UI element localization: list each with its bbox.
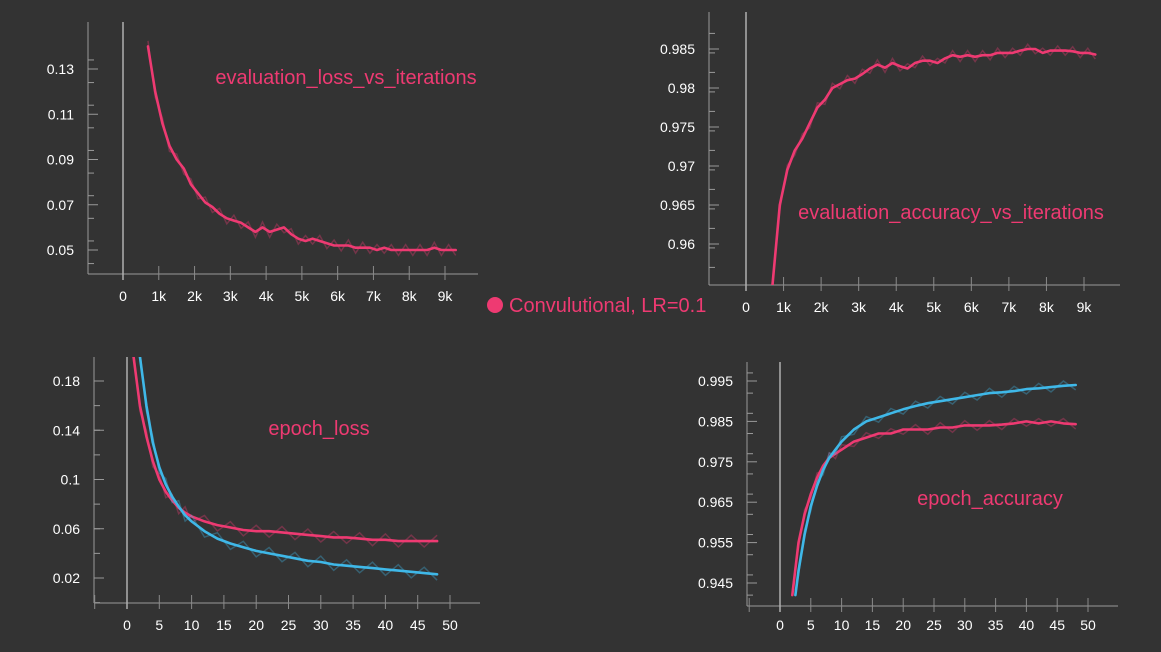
series-raw-trace-1 bbox=[771, 43, 1096, 283]
y-tick-label: 0.05 bbox=[47, 242, 74, 258]
series-raw-trace-2 bbox=[794, 380, 1077, 591]
y-tick-label: 0.02 bbox=[53, 570, 80, 586]
series-line-2[interactable] bbox=[794, 383, 1077, 597]
y-tick-label: 0.985 bbox=[660, 41, 695, 57]
series-line-1[interactable] bbox=[771, 47, 1097, 287]
x-tick-label: 15 bbox=[865, 617, 881, 633]
y-tick-label: 0.96 bbox=[668, 236, 695, 252]
y-tick-label: 0.945 bbox=[698, 575, 733, 591]
y-tick-label: 0.985 bbox=[698, 413, 733, 429]
x-tick-label: 0 bbox=[776, 617, 784, 633]
x-tick-label: 15 bbox=[216, 617, 232, 633]
x-tick-label: 2k bbox=[814, 299, 830, 315]
x-tick-label: 20 bbox=[248, 617, 264, 633]
y-tick-label: 0.965 bbox=[698, 494, 733, 510]
x-tick-label: 0 bbox=[123, 617, 131, 633]
x-tick-label: 50 bbox=[442, 617, 458, 633]
legend-label: Convulutional, LR=0.1 bbox=[509, 295, 706, 317]
chart-title: evaluation_accuracy_vs_iterations bbox=[798, 202, 1104, 224]
y-tick-label: 0.11 bbox=[48, 106, 74, 122]
x-tick-label: 5k bbox=[294, 288, 310, 304]
chart-panel-3: 0.02 0.06 0.1 0.14 0.18 0 5 10 15 20 25 30 35 40 45 50 e… bbox=[53, 356, 480, 633]
y-tick-label: 0.965 bbox=[660, 197, 695, 213]
y-tick-label: 0.14 bbox=[53, 422, 80, 438]
x-tick-label: 25 bbox=[281, 617, 297, 633]
series-line-1[interactable] bbox=[790, 420, 1077, 597]
y-tick-label: 0.13 bbox=[47, 61, 74, 77]
x-tick-label: 25 bbox=[926, 617, 942, 633]
x-tick-label: 10 bbox=[184, 617, 200, 633]
x-tick-label: 3k bbox=[223, 288, 239, 304]
series-line-1[interactable] bbox=[132, 356, 439, 543]
x-tick-label: 45 bbox=[410, 617, 426, 633]
x-tick-label: 45 bbox=[1049, 617, 1065, 633]
x-tick-label: 0 bbox=[119, 288, 127, 304]
y-tick-label: 0.07 bbox=[47, 197, 74, 213]
x-tick-label: 7k bbox=[366, 288, 382, 304]
x-tick-label: 20 bbox=[895, 617, 911, 633]
x-tick-label: 4k bbox=[259, 288, 275, 304]
x-tick-label: 30 bbox=[957, 617, 973, 633]
series-line-1[interactable] bbox=[146, 45, 458, 252]
x-tick-label: 5 bbox=[155, 617, 163, 633]
legend-marker-icon bbox=[487, 297, 503, 313]
x-tick-label: 0 bbox=[742, 299, 750, 315]
x-tick-label: 1k bbox=[776, 299, 792, 315]
y-tick-label: 0.995 bbox=[698, 373, 733, 389]
y-tick-label: 0.06 bbox=[53, 521, 80, 537]
series-raw-trace-2 bbox=[139, 357, 438, 581]
y-tick-label: 0.98 bbox=[668, 80, 695, 96]
chart-title: epoch_loss bbox=[268, 418, 369, 440]
y-tick-label: 0.97 bbox=[668, 158, 695, 174]
x-tick-label: 5 bbox=[807, 617, 815, 633]
x-tick-label: 40 bbox=[1019, 617, 1035, 633]
y-tick-label: 0.955 bbox=[698, 535, 733, 551]
y-tick-label: 0.09 bbox=[47, 152, 74, 168]
y-tick-label: 0.18 bbox=[53, 373, 80, 389]
x-tick-label: 50 bbox=[1080, 617, 1096, 633]
x-tick-label: 2k bbox=[187, 288, 203, 304]
chart-panel-2: 0.96 0.965 0.97 0.975 0.98 0.985 0 1k 2k 3k 4k 5k 6k… bbox=[660, 12, 1120, 315]
x-tick-label: 3k bbox=[851, 299, 867, 315]
x-tick-label: 35 bbox=[988, 617, 1004, 633]
x-tick-label: 1k bbox=[151, 288, 167, 304]
x-tick-label: 9k bbox=[1077, 299, 1093, 315]
series-raw-trace-1 bbox=[133, 357, 438, 549]
legend[interactable]: Convulutional, LR=0.1 bbox=[487, 295, 706, 317]
x-tick-label: 9k bbox=[438, 288, 454, 304]
x-tick-label: 40 bbox=[378, 617, 394, 633]
x-tick-label: 7k bbox=[1001, 299, 1017, 315]
x-tick-label: 5k bbox=[926, 299, 942, 315]
x-tick-label: 6k bbox=[964, 299, 980, 315]
x-tick-label: 8k bbox=[402, 288, 418, 304]
x-tick-label: 6k bbox=[330, 288, 346, 304]
y-tick-label: 0.975 bbox=[698, 454, 733, 470]
x-tick-label: 4k bbox=[889, 299, 905, 315]
chart-title: epoch_accuracy bbox=[917, 488, 1063, 510]
chart-panel-4: 0.945 0.955 0.965 0.975 0.985 0.995 0 5 10 15 20 25… bbox=[698, 362, 1118, 633]
x-tick-label: 30 bbox=[313, 617, 329, 633]
chart-panel-1: 0.05 0.07 0.09 0.11 0.13 0 1k 2k 3k 4k 5k 6k 7k 8k 9k e… bbox=[47, 22, 478, 304]
y-tick-label: 0.975 bbox=[660, 119, 695, 135]
series-line-2[interactable] bbox=[138, 356, 439, 576]
chart-title: evaluation_loss_vs_iterations bbox=[215, 67, 476, 89]
x-tick-label: 10 bbox=[834, 617, 850, 633]
y-tick-label: 0.1 bbox=[61, 472, 81, 488]
x-tick-label: 8k bbox=[1039, 299, 1055, 315]
x-tick-label: 35 bbox=[345, 617, 361, 633]
